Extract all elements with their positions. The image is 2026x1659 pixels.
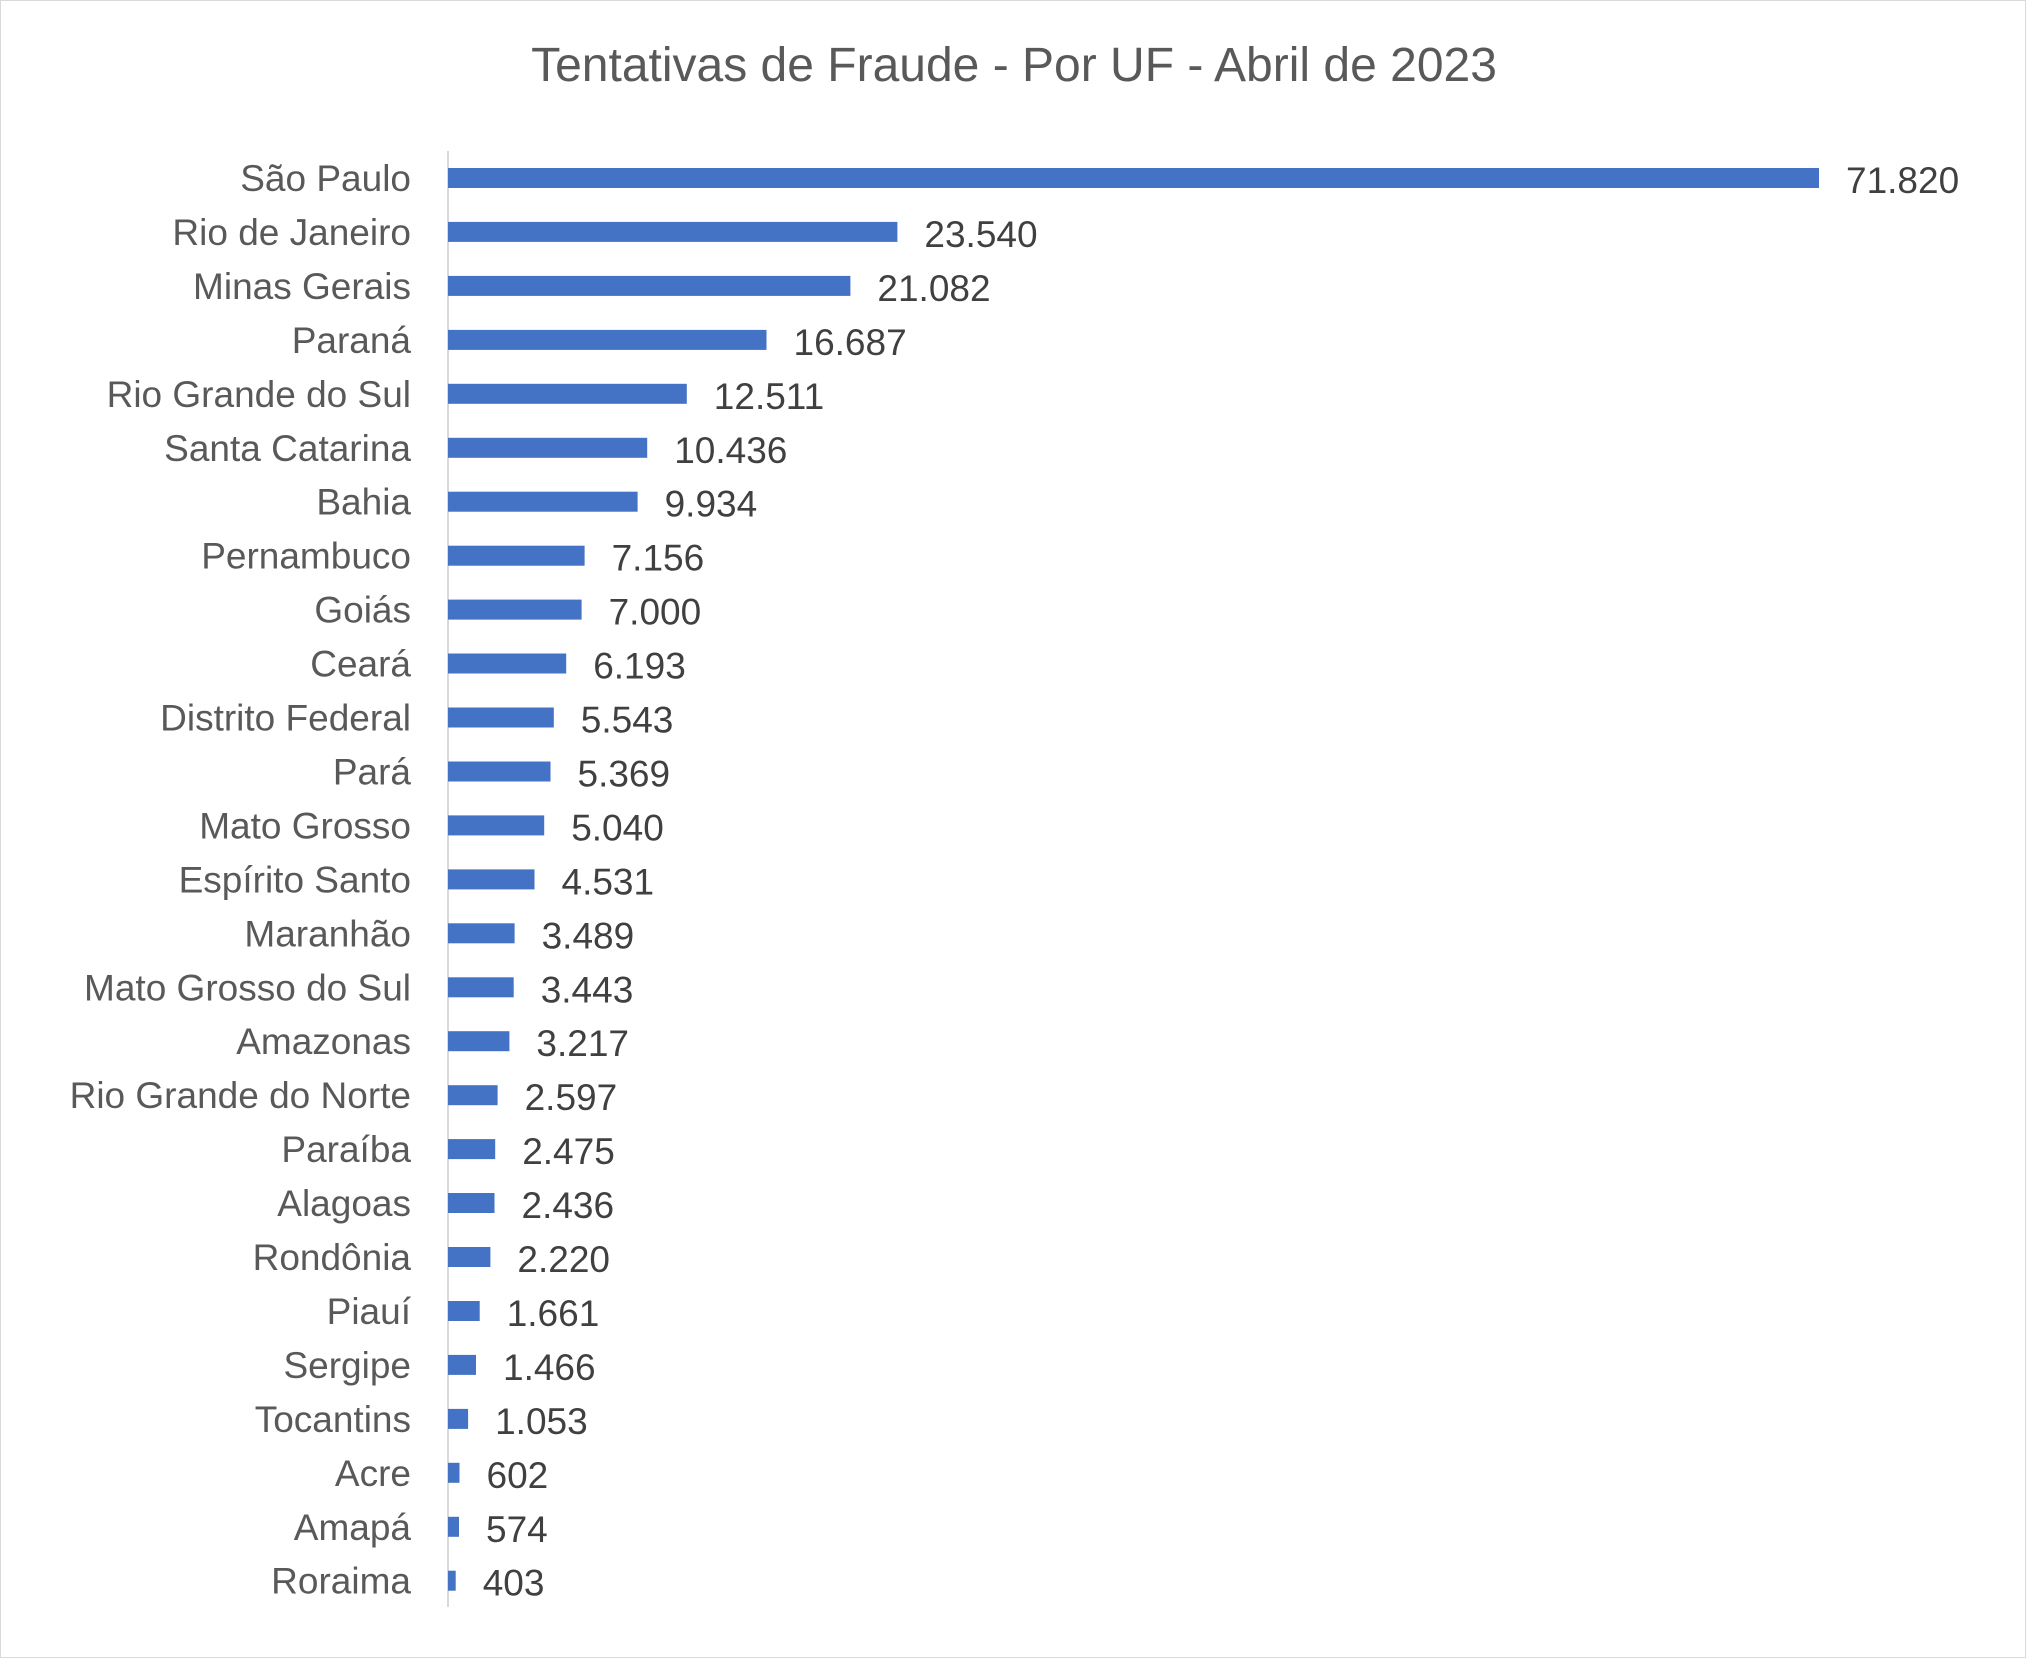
- bar-5: [448, 437, 648, 458]
- data-label-20: 2.220: [517, 1239, 610, 1280]
- data-label-5: 10.436: [674, 430, 787, 471]
- bar-2: [448, 275, 851, 296]
- category-label-15: Mato Grosso do Sul: [84, 967, 411, 1008]
- category-label-17: Rio Grande do Norte: [70, 1075, 411, 1116]
- data-label-26: 403: [483, 1563, 545, 1604]
- category-label-11: Pará: [333, 752, 412, 793]
- bar-18: [448, 1139, 496, 1160]
- data-label-25: 574: [486, 1509, 548, 1550]
- category-label-0: São Paulo: [240, 158, 411, 199]
- bar-4: [448, 383, 687, 404]
- category-label-23: Tocantins: [255, 1399, 411, 1440]
- bar-1: [448, 221, 898, 242]
- category-label-5: Santa Catarina: [164, 428, 411, 469]
- category-label-4: Rio Grande do Sul: [107, 374, 411, 415]
- category-label-6: Bahia: [316, 482, 411, 523]
- bar-6: [448, 491, 638, 512]
- data-label-3: 16.687: [794, 322, 907, 363]
- data-label-21: 1.661: [507, 1293, 600, 1334]
- category-label-16: Amazonas: [236, 1021, 411, 1062]
- bar-26: [448, 1570, 456, 1591]
- data-label-19: 2.436: [522, 1185, 615, 1226]
- category-label-12: Mato Grosso: [199, 805, 411, 846]
- bar-15: [448, 977, 514, 998]
- category-label-25: Amapá: [294, 1507, 412, 1548]
- data-label-15: 3.443: [541, 969, 634, 1010]
- bar-22: [448, 1354, 476, 1375]
- category-label-10: Distrito Federal: [160, 698, 411, 739]
- bars-group: [448, 168, 1819, 1591]
- bar-10: [448, 707, 554, 728]
- data-label-2: 21.082: [877, 268, 990, 309]
- chart-title: Tentativas de Fraude - Por UF - Abril de…: [531, 39, 1497, 92]
- category-label-21: Piauí: [327, 1291, 412, 1332]
- bar-13: [448, 869, 535, 890]
- data-label-6: 9.934: [665, 484, 758, 525]
- data-label-11: 5.369: [578, 754, 671, 795]
- data-label-10: 5.543: [581, 700, 674, 741]
- value-labels-group: 71.820 23.540 21.082 16.687 12.511 10.436 9.93…: [483, 160, 1959, 1604]
- bar-25: [448, 1516, 459, 1537]
- category-label-26: Roraima: [271, 1561, 411, 1602]
- data-label-23: 1.053: [495, 1401, 588, 1442]
- bar-0: [448, 168, 1819, 188]
- category-label-2: Minas Gerais: [193, 266, 411, 307]
- data-label-18: 2.475: [522, 1131, 615, 1172]
- category-label-18: Paraíba: [281, 1129, 411, 1170]
- category-label-24: Acre: [335, 1453, 411, 1494]
- bar-8: [448, 599, 582, 620]
- bar-24: [448, 1462, 460, 1483]
- bar-19: [448, 1193, 495, 1213]
- category-label-14: Maranhão: [244, 913, 411, 954]
- data-label-22: 1.466: [503, 1347, 596, 1388]
- bar-9: [448, 653, 567, 674]
- category-label-9: Ceará: [310, 644, 411, 685]
- data-label-1: 23.540: [924, 214, 1037, 255]
- category-label-7: Pernambuco: [201, 536, 411, 577]
- bar-14: [448, 923, 515, 944]
- data-label-24: 602: [487, 1455, 549, 1496]
- bar-21: [448, 1301, 480, 1321]
- category-label-22: Sergipe: [283, 1345, 411, 1386]
- category-label-19: Alagoas: [277, 1183, 411, 1224]
- bar-11: [448, 761, 551, 782]
- bar-7: [448, 545, 585, 566]
- category-label-1: Rio de Janeiro: [172, 212, 411, 253]
- data-label-0: 71.820: [1846, 160, 1959, 201]
- bar-16: [448, 1031, 510, 1052]
- category-label-20: Rondônia: [253, 1237, 412, 1278]
- bar-3: [448, 329, 767, 350]
- data-label-16: 3.217: [536, 1023, 629, 1064]
- bar-12: [448, 815, 545, 836]
- data-label-4: 12.511: [714, 376, 824, 417]
- category-labels-group: São Paulo Rio de Janeiro Minas Gerais Paran…: [70, 158, 412, 1602]
- category-label-13: Espírito Santo: [179, 859, 411, 900]
- bar-23: [448, 1408, 469, 1429]
- data-label-17: 2.597: [525, 1077, 618, 1118]
- data-label-9: 6.193: [593, 646, 686, 687]
- data-label-13: 4.531: [562, 861, 655, 902]
- data-label-8: 7.000: [609, 592, 702, 633]
- data-label-14: 3.489: [542, 915, 635, 956]
- category-label-3: Paraná: [292, 320, 412, 361]
- data-label-12: 5.040: [571, 807, 664, 848]
- bar-20: [448, 1247, 491, 1267]
- category-label-8: Goiás: [314, 590, 411, 631]
- bar-17: [448, 1085, 498, 1106]
- data-label-7: 7.156: [612, 538, 705, 579]
